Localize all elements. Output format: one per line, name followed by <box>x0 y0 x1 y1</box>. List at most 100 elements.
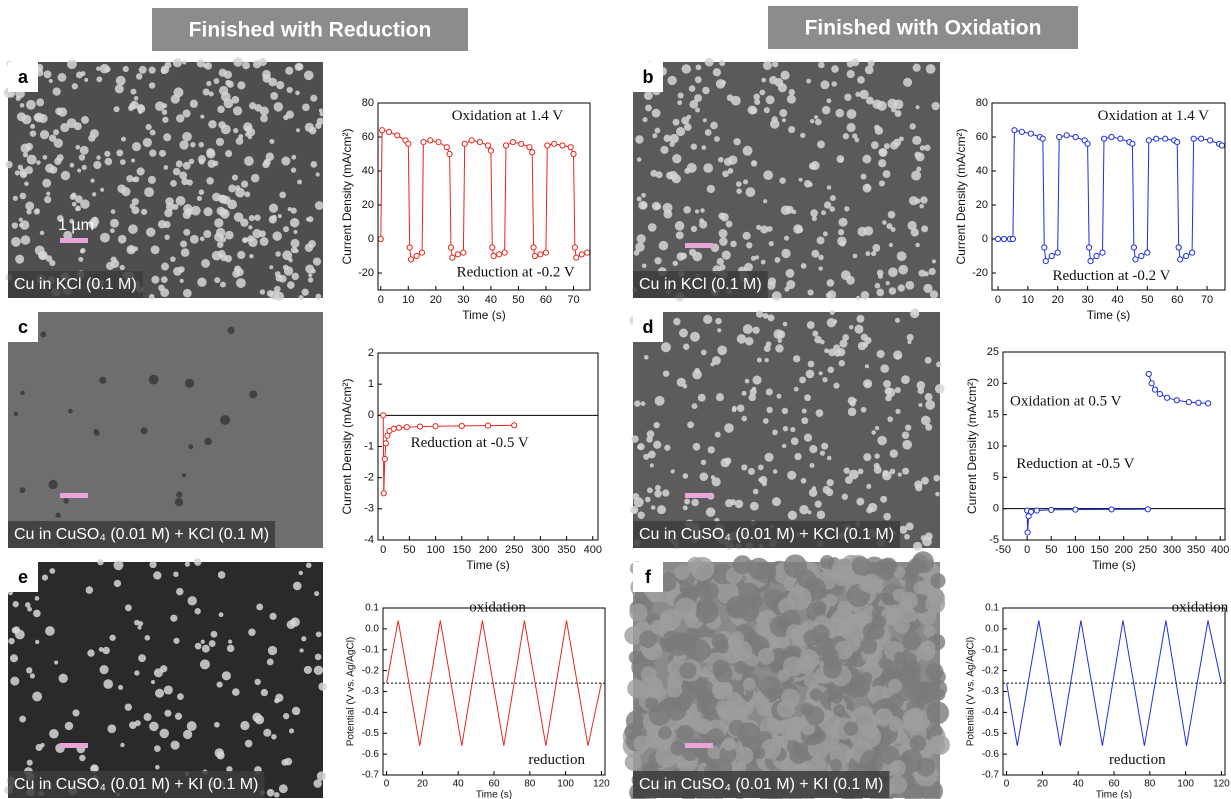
particle <box>99 376 107 384</box>
particle <box>866 483 872 489</box>
particle <box>290 238 300 248</box>
particle <box>90 764 99 773</box>
particle <box>81 164 87 170</box>
particle <box>929 290 939 299</box>
particle <box>846 122 856 133</box>
particle <box>204 437 212 446</box>
particle <box>826 98 832 104</box>
particle <box>824 616 847 640</box>
particle <box>771 60 779 68</box>
particle <box>17 164 23 170</box>
particle <box>148 66 156 74</box>
particle <box>312 257 322 266</box>
y-tick-label: 0.0 <box>365 624 379 635</box>
data-point <box>1177 256 1184 263</box>
particle <box>813 115 819 120</box>
particle <box>676 725 694 742</box>
particle <box>39 129 50 140</box>
particle <box>925 662 944 681</box>
data-point <box>1156 390 1163 398</box>
particle <box>806 78 812 84</box>
particle <box>272 231 282 241</box>
particle <box>63 230 73 240</box>
particle <box>314 591 320 597</box>
particle <box>804 394 811 402</box>
particle <box>862 154 872 164</box>
particle <box>676 377 686 387</box>
y-axis-label: Current Density (mA/cm²) <box>340 128 354 264</box>
particle <box>863 226 874 236</box>
y-tick-label: -1 <box>364 440 374 452</box>
particle <box>700 459 707 466</box>
particle <box>66 59 77 70</box>
particle <box>877 435 887 446</box>
caption-box <box>8 771 265 798</box>
particle <box>99 665 109 675</box>
particle <box>259 230 266 238</box>
y-tick-label: 80 <box>976 97 988 109</box>
particle <box>838 360 846 367</box>
particle <box>631 508 637 514</box>
particle <box>782 425 789 432</box>
particle <box>732 555 752 575</box>
particle <box>843 467 850 474</box>
particle <box>898 136 904 142</box>
particle <box>172 167 181 176</box>
particle <box>12 601 19 608</box>
particle <box>29 673 36 679</box>
y-tick-label: 0.1 <box>985 603 999 614</box>
particle <box>902 631 922 650</box>
particle <box>315 172 320 177</box>
particle <box>904 424 912 431</box>
data-point <box>446 150 453 158</box>
particle <box>248 215 255 222</box>
particle <box>308 126 317 135</box>
particle <box>815 118 822 126</box>
particle <box>162 116 169 123</box>
data-point <box>570 150 577 158</box>
particle <box>135 73 143 80</box>
particle <box>24 181 29 187</box>
particle <box>695 64 702 71</box>
particle <box>260 114 268 123</box>
particle <box>673 317 681 326</box>
particle <box>624 753 642 771</box>
particle <box>721 250 731 260</box>
particle <box>699 218 705 224</box>
particle <box>794 452 802 461</box>
particle <box>765 388 773 396</box>
particle <box>852 253 858 259</box>
particle <box>12 195 18 201</box>
particle <box>785 268 795 278</box>
particle <box>206 177 214 185</box>
particle <box>198 141 205 148</box>
data-point <box>518 140 525 147</box>
particle <box>691 403 698 410</box>
particle <box>220 91 231 102</box>
particle <box>684 167 691 174</box>
y-tick-label: -0.3 <box>362 686 380 697</box>
particle <box>88 134 96 142</box>
particle <box>736 188 742 195</box>
particle <box>637 443 645 451</box>
data-point <box>394 132 401 139</box>
particle <box>841 493 849 500</box>
particle <box>281 759 289 766</box>
particle <box>640 401 646 407</box>
data-point <box>584 249 591 256</box>
y-tick-label: 0 <box>993 503 999 515</box>
x-tick-label: 120 <box>593 779 610 790</box>
chart: 0.1 0.0 -0.1 -0.2 -0.3 -0.4 -0.5 -0.6 -0.7 0 20 40 6… <box>966 599 1231 799</box>
particle <box>196 195 203 202</box>
particle <box>248 628 256 637</box>
x-tick-label: 0 <box>384 779 390 790</box>
particle <box>742 179 749 185</box>
particle <box>890 226 896 232</box>
particle <box>924 356 932 364</box>
particle <box>266 290 274 297</box>
particle <box>149 561 157 569</box>
particle <box>149 129 156 136</box>
particle <box>762 61 772 70</box>
particle <box>929 734 950 755</box>
x-tick-label: -50 <box>995 544 1011 556</box>
